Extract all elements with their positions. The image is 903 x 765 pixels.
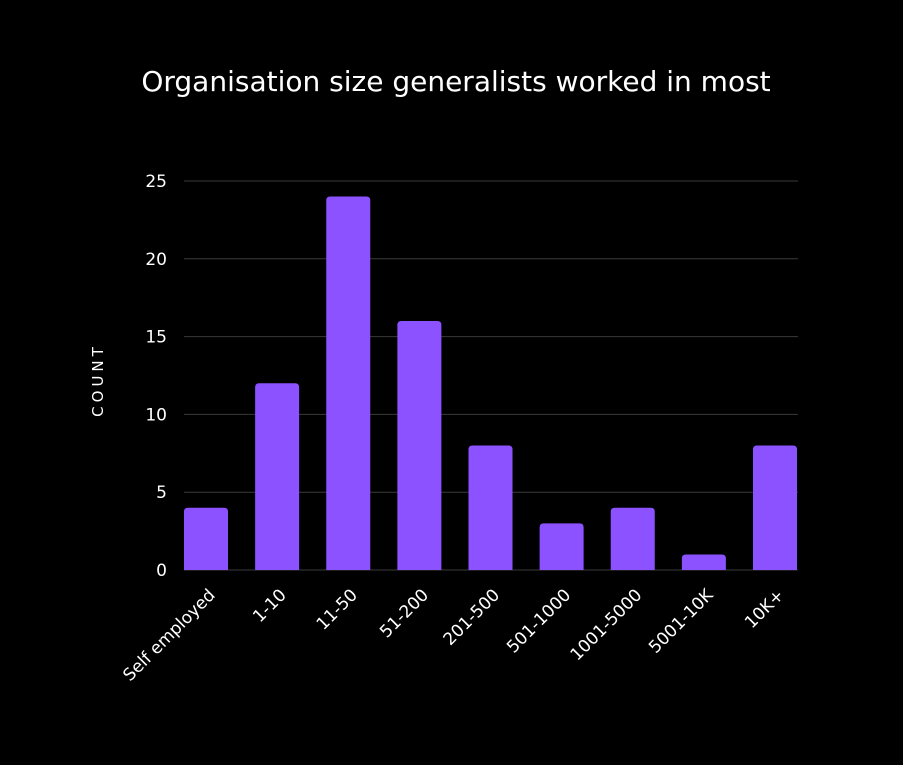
bar-self-employed xyxy=(184,507,228,570)
bar-10k- xyxy=(753,445,797,570)
y-tick-labels: 0 5 10 15 20 25 xyxy=(145,172,167,581)
bar-51-200 xyxy=(397,321,442,570)
bar-501-1000 xyxy=(539,523,584,570)
bar-11-50 xyxy=(326,196,371,570)
chart-title: Organisation size generalists worked in … xyxy=(141,65,770,98)
bar-201-500 xyxy=(468,445,513,570)
bar-5001-10k xyxy=(681,554,726,570)
y-tick-label: 5 xyxy=(156,483,167,503)
y-tick-label: 0 xyxy=(156,561,167,581)
y-tick-label: 10 xyxy=(145,405,167,425)
y-tick-label: 15 xyxy=(145,328,167,348)
y-tick-label: 25 xyxy=(145,172,167,192)
bars xyxy=(184,196,797,570)
y-axis-label: COUNT xyxy=(89,343,107,417)
bar-1001-5000 xyxy=(610,507,655,570)
bar-1-10 xyxy=(255,383,300,570)
y-tick-label: 20 xyxy=(145,250,167,270)
